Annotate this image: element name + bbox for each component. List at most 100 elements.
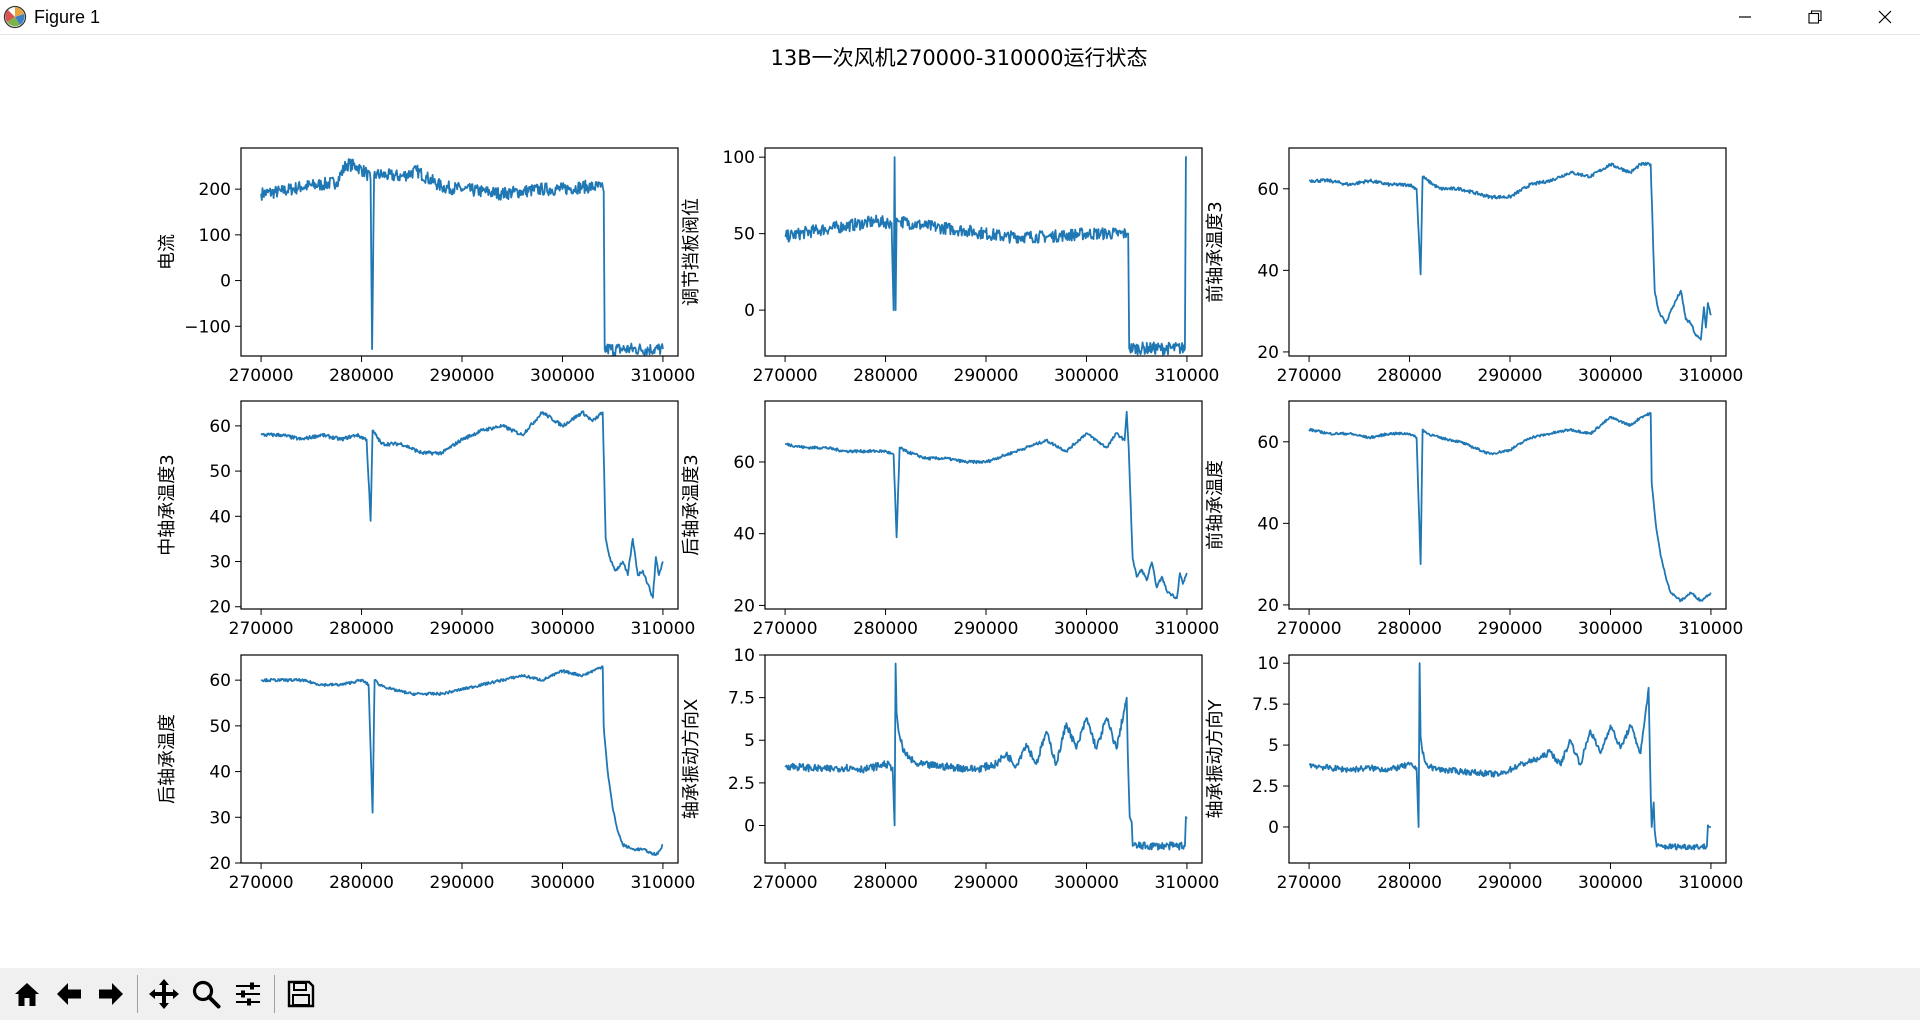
back-arrow-icon	[57, 983, 81, 1005]
y-tick-label: 200	[199, 180, 231, 200]
figure-svg: 13B一次风机270000-310000运行状态 270000 280000 290…	[157, 46, 1743, 893]
y-tick-label: 20	[1257, 596, 1279, 616]
x-tick-label: 280000	[853, 366, 918, 386]
y-tick-label: 60	[209, 671, 231, 691]
y-tick-label: 40	[1257, 261, 1279, 281]
close-icon	[1878, 10, 1892, 24]
series-line	[260, 665, 664, 857]
x-tick-label: 310000	[1154, 619, 1219, 639]
subplot-6: 270000 280000 290000 300000 310000 20 40 60 前轴承温…	[1205, 400, 1743, 639]
series-line	[260, 158, 664, 357]
y-tick-label: 0	[1268, 818, 1279, 838]
x-tick-label: 270000	[1277, 619, 1342, 639]
x-tick-label: 280000	[853, 619, 918, 639]
y-axis-label: 前轴承温度	[1205, 460, 1226, 550]
x-tick-label: 300000	[530, 873, 595, 893]
configure-subplots-button[interactable]	[227, 973, 269, 1015]
y-tick-label: 7.5	[1252, 695, 1279, 715]
y-tick-label: 40	[209, 507, 231, 527]
x-tick-label: 310000	[630, 366, 695, 386]
y-tick-label: 5	[1268, 736, 1279, 756]
home-button[interactable]	[6, 973, 48, 1015]
x-tick-label: 280000	[329, 366, 394, 386]
x-tick-label: 270000	[1277, 873, 1342, 893]
x-tick-label: 300000	[1578, 619, 1643, 639]
y-tick-label: 7.5	[728, 689, 755, 709]
series-line	[260, 410, 664, 599]
y-axis-label: 前轴承温度3	[1205, 201, 1226, 302]
axes-frame	[1288, 400, 1727, 610]
x-tick-label: 270000	[229, 873, 294, 893]
pan-icon	[149, 979, 179, 1009]
y-tick-label: 10	[1257, 654, 1279, 674]
subplot-4: 270000 280000 290000 300000 310000 20 30 40 50 60…	[157, 400, 695, 639]
toolbar-separator	[274, 975, 275, 1013]
x-tick-label: 280000	[1377, 366, 1442, 386]
x-tick-label: 310000	[1154, 873, 1219, 893]
y-tick-label: 2.5	[728, 774, 755, 794]
x-tick-label: 290000	[1478, 366, 1543, 386]
x-tick-label: 290000	[954, 366, 1019, 386]
restore-button[interactable]	[1780, 0, 1850, 34]
configure-subplots-icon	[236, 982, 260, 1006]
y-tick-label: 2.5	[1252, 777, 1279, 797]
axes-frame	[1288, 147, 1727, 357]
y-tick-label: 10	[733, 646, 755, 666]
window-titlebar: Figure 1	[0, 0, 1920, 35]
x-tick-label: 310000	[630, 873, 695, 893]
minimize-button[interactable]	[1710, 0, 1780, 34]
y-tick-label: −100	[184, 317, 231, 337]
y-tick-label: 40	[209, 763, 231, 783]
x-tick-label: 310000	[1678, 619, 1743, 639]
subplot-7: 270000 280000 290000 300000 310000 20 30 40 50 60…	[157, 654, 695, 893]
subplot-9: 270000 280000 290000 300000 310000 0 2.5 5 7.5 10…	[1205, 654, 1743, 893]
home-icon	[15, 983, 39, 1006]
x-tick-label: 280000	[329, 873, 394, 893]
x-tick-label: 270000	[753, 366, 818, 386]
save-button[interactable]	[280, 973, 322, 1015]
series-line	[1308, 161, 1712, 341]
x-tick-label: 310000	[1154, 366, 1219, 386]
x-tick-label: 280000	[853, 873, 918, 893]
window-title: Figure 1	[34, 6, 101, 27]
x-tick-label: 300000	[1054, 873, 1119, 893]
y-tick-label: 60	[1257, 433, 1279, 453]
x-tick-label: 270000	[753, 873, 818, 893]
y-tick-label: 20	[209, 598, 231, 618]
x-tick-label: 270000	[1277, 366, 1342, 386]
y-axis-label: 调节挡板阀位	[681, 198, 702, 306]
x-tick-label: 290000	[954, 619, 1019, 639]
x-tick-label: 310000	[1678, 366, 1743, 386]
pan-button[interactable]	[143, 973, 185, 1015]
y-tick-label: 20	[733, 596, 755, 616]
series-line	[784, 410, 1188, 600]
forward-button[interactable]	[90, 973, 132, 1015]
x-tick-label: 290000	[430, 873, 495, 893]
figure-canvas: 13B一次风机270000-310000运行状态 270000 280000 290…	[0, 35, 1920, 968]
subplot-3: 270000 280000 290000 300000 310000 20 40 60 前轴承温…	[1205, 147, 1743, 386]
window-controls	[1710, 0, 1920, 34]
y-tick-label: 60	[1257, 180, 1279, 200]
toolbar-separator	[137, 975, 138, 1013]
x-tick-label: 290000	[430, 619, 495, 639]
navigation-toolbar	[0, 968, 1920, 1020]
subplot-1: 270000 280000 290000 300000 310000 −100 0 100 20…	[157, 147, 695, 386]
y-tick-label: 0	[744, 301, 755, 321]
close-button[interactable]	[1850, 0, 1920, 34]
restore-icon	[1808, 10, 1822, 24]
back-button[interactable]	[48, 973, 90, 1015]
y-axis-label: 后轴承温度3	[681, 454, 702, 555]
y-tick-label: 40	[1257, 514, 1279, 534]
series-line	[784, 662, 1188, 851]
x-tick-label: 280000	[329, 619, 394, 639]
x-tick-label: 300000	[530, 619, 595, 639]
subplot-2: 270000 280000 290000 300000 310000 0 50 100 调节挡板…	[681, 147, 1219, 386]
y-tick-label: 5	[744, 731, 755, 751]
x-tick-label: 290000	[954, 873, 1019, 893]
y-axis-label: 轴承振动方向Y	[1205, 699, 1226, 819]
y-axis-label: 后轴承温度	[157, 714, 178, 804]
y-tick-label: 50	[209, 717, 231, 737]
zoom-button[interactable]	[185, 973, 227, 1015]
y-tick-label: 20	[209, 854, 231, 874]
series-line	[1308, 662, 1712, 851]
